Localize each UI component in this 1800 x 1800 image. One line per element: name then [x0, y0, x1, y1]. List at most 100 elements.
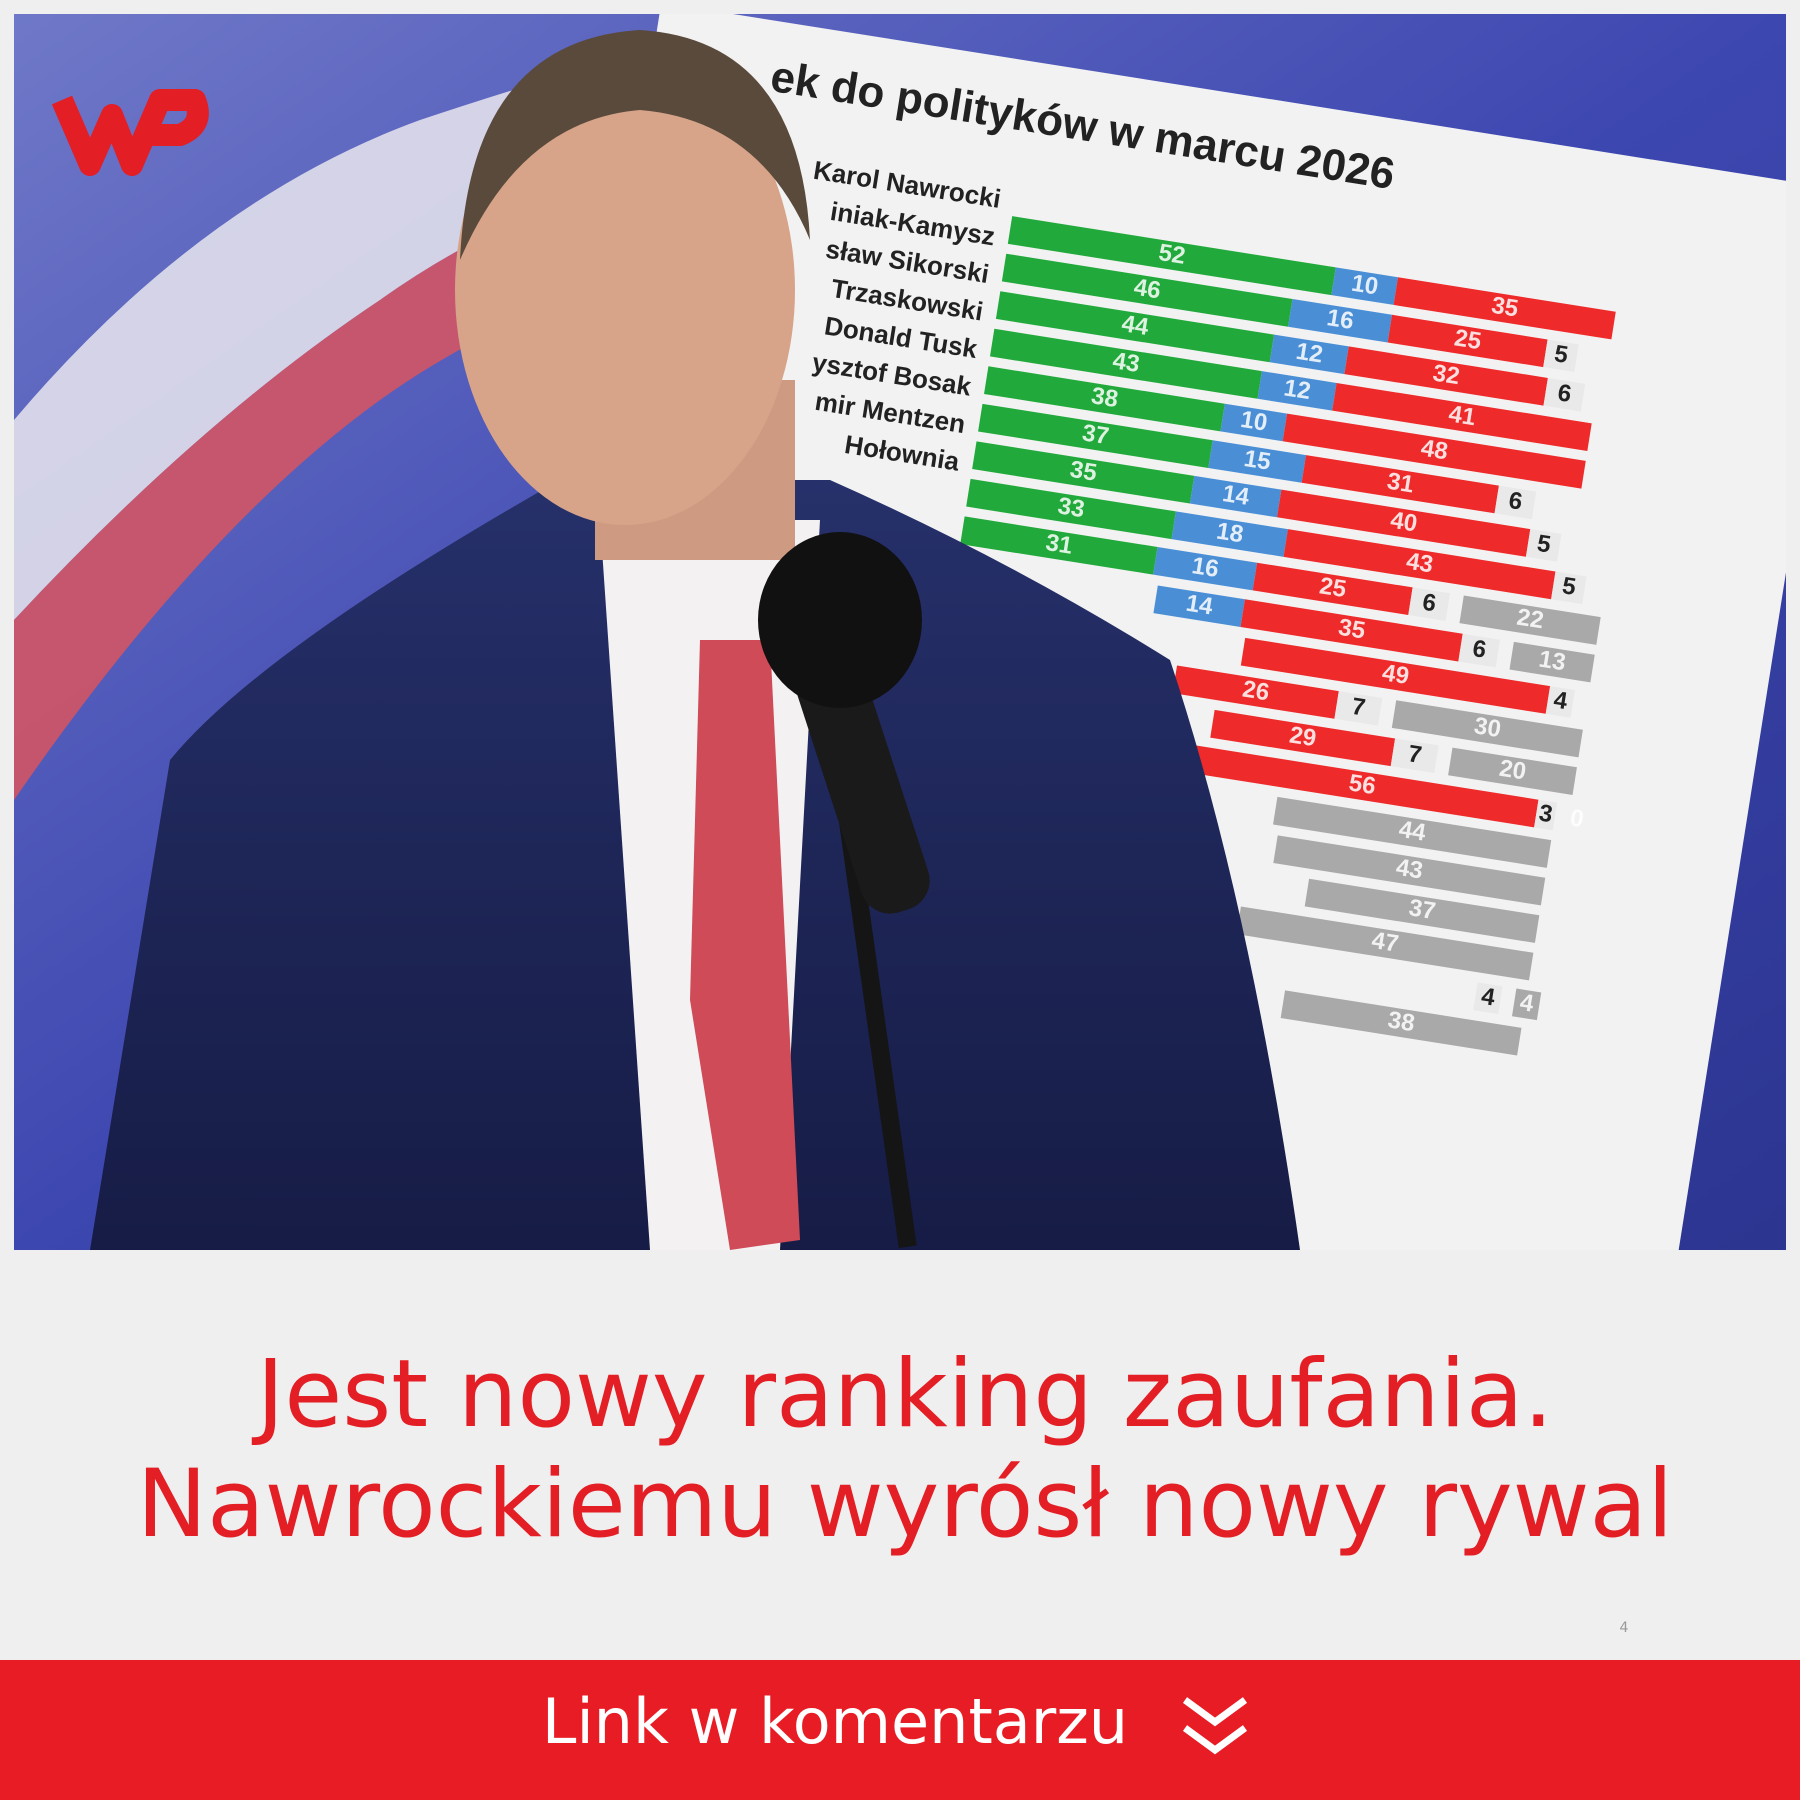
bar-segment [978, 403, 1213, 468]
bar-value: 40 [1389, 507, 1420, 538]
bar-value: 30 [1472, 712, 1503, 743]
bar-segment [1269, 334, 1349, 375]
bar-value: 49 [1380, 659, 1411, 690]
bar-value: 15 [1242, 445, 1273, 476]
bar-segment [1331, 267, 1398, 305]
bar-segment [1257, 371, 1337, 411]
bar-segment [1332, 382, 1592, 452]
bar-value: 37 [1080, 419, 1111, 450]
bar-segment [1208, 440, 1307, 483]
head [455, 55, 795, 525]
bar-value: 16 [1325, 304, 1356, 335]
bar-value: 4 [1552, 686, 1570, 715]
bar-value: 44 [1120, 310, 1151, 341]
bar-value: 5 [1552, 340, 1569, 369]
bar-segment [984, 366, 1225, 432]
bar-value: 25 [1453, 324, 1484, 355]
bar-segment [1252, 562, 1413, 616]
bar-value: 6 [1421, 589, 1438, 618]
bar-segment [1408, 587, 1450, 621]
bar-segment [1236, 906, 1534, 981]
bar-segment [1344, 346, 1548, 406]
bar-segment [1301, 455, 1499, 514]
bar-segment [1240, 599, 1463, 662]
bar-value: 25 [1318, 572, 1349, 603]
bar-value: 6 [1507, 487, 1524, 516]
bar-value: 43 [1404, 548, 1435, 579]
cta-text[interactable]: Link w komentarzu [542, 1685, 1128, 1758]
bar-segment [960, 516, 1158, 575]
bar-segment [1387, 314, 1548, 368]
bar-value: 3 [1537, 799, 1554, 828]
bar-segment [1282, 413, 1586, 489]
bar-value: 6 [1556, 379, 1573, 408]
bar-value: 10 [1350, 270, 1381, 301]
bar-value: 46 [1132, 274, 1163, 305]
bar-value: 38 [1386, 1006, 1417, 1037]
bar-segment [1171, 511, 1288, 557]
bar-segment [1473, 982, 1503, 1015]
bar-segment [1494, 485, 1537, 520]
bar-segment [1153, 546, 1258, 591]
bar-value: 6 [1471, 635, 1488, 664]
bar-segment [1390, 738, 1439, 774]
bar-segment [1277, 489, 1531, 557]
bar-value: 5 [1535, 530, 1552, 559]
bar-segment [1001, 253, 1293, 327]
bar-value: 48 [1419, 435, 1450, 466]
bar-segment [1393, 277, 1616, 340]
bar-segment [1220, 403, 1288, 442]
bar-value: 14 [1221, 480, 1252, 511]
bar-segment [1273, 796, 1552, 868]
bar-value: 20 [1497, 755, 1528, 786]
page-number: 4 [1620, 1620, 1629, 1636]
bar-segment [1551, 571, 1587, 605]
bar-segment [1543, 377, 1586, 412]
bar-segment [1448, 747, 1577, 795]
bar-value: 38 [1089, 382, 1120, 413]
bar-value: 52 [1157, 239, 1188, 270]
bar-value: 35 [1490, 292, 1521, 323]
bar-value: 41 [1447, 400, 1478, 431]
bar-value: 56 [1347, 769, 1378, 800]
bar-value: 35 [1337, 614, 1368, 645]
bar-value: 47 [1370, 927, 1401, 958]
bar-segment [1509, 641, 1595, 683]
bar-segment [1334, 691, 1383, 726]
bar-value: 29 [1288, 721, 1319, 752]
bar-value: 13 [1537, 646, 1568, 677]
photo: ek do polityków w marcu 2026 Karol Nawro… [14, 14, 1786, 1250]
bar-segment [1172, 665, 1339, 719]
bar-segment [1459, 595, 1601, 645]
logo [51, 89, 209, 176]
bar-value: 22 [1515, 604, 1546, 635]
headline-line: Nawrockiemu wyrósł nowy rywal [137, 1450, 1674, 1559]
bar-segment [995, 291, 1275, 363]
bar-value: 4 [1518, 989, 1536, 1018]
bar-value: 31 [1385, 468, 1416, 499]
bar-value: 12 [1294, 338, 1325, 369]
bar-value: 4 [1479, 983, 1497, 1012]
bar-segment [1273, 835, 1546, 906]
bar-segment [989, 328, 1262, 399]
cta-bar[interactable] [0, 1660, 1800, 1800]
chevrons [1182, 1697, 1248, 1755]
bar-segment [1511, 988, 1542, 1021]
bar-value: 33 [1056, 492, 1087, 523]
bar-segment [966, 478, 1176, 540]
bar-value: 7 [1406, 740, 1423, 769]
bar-value: 18 [1215, 518, 1246, 549]
headline-line: Jest nowy ranking zaufania. [252, 1340, 1554, 1449]
bar-segment [1288, 299, 1393, 343]
bar-segment [1153, 585, 1245, 627]
bar-segment [972, 441, 1195, 504]
bar-value: 43 [1394, 854, 1425, 885]
bar-value: 0 [1568, 804, 1585, 833]
bar-value: 16 [1190, 552, 1221, 583]
bar-segment [1007, 216, 1336, 296]
hair [460, 30, 810, 260]
bar-value: 26 [1241, 676, 1272, 707]
bar-segment [1240, 637, 1551, 714]
